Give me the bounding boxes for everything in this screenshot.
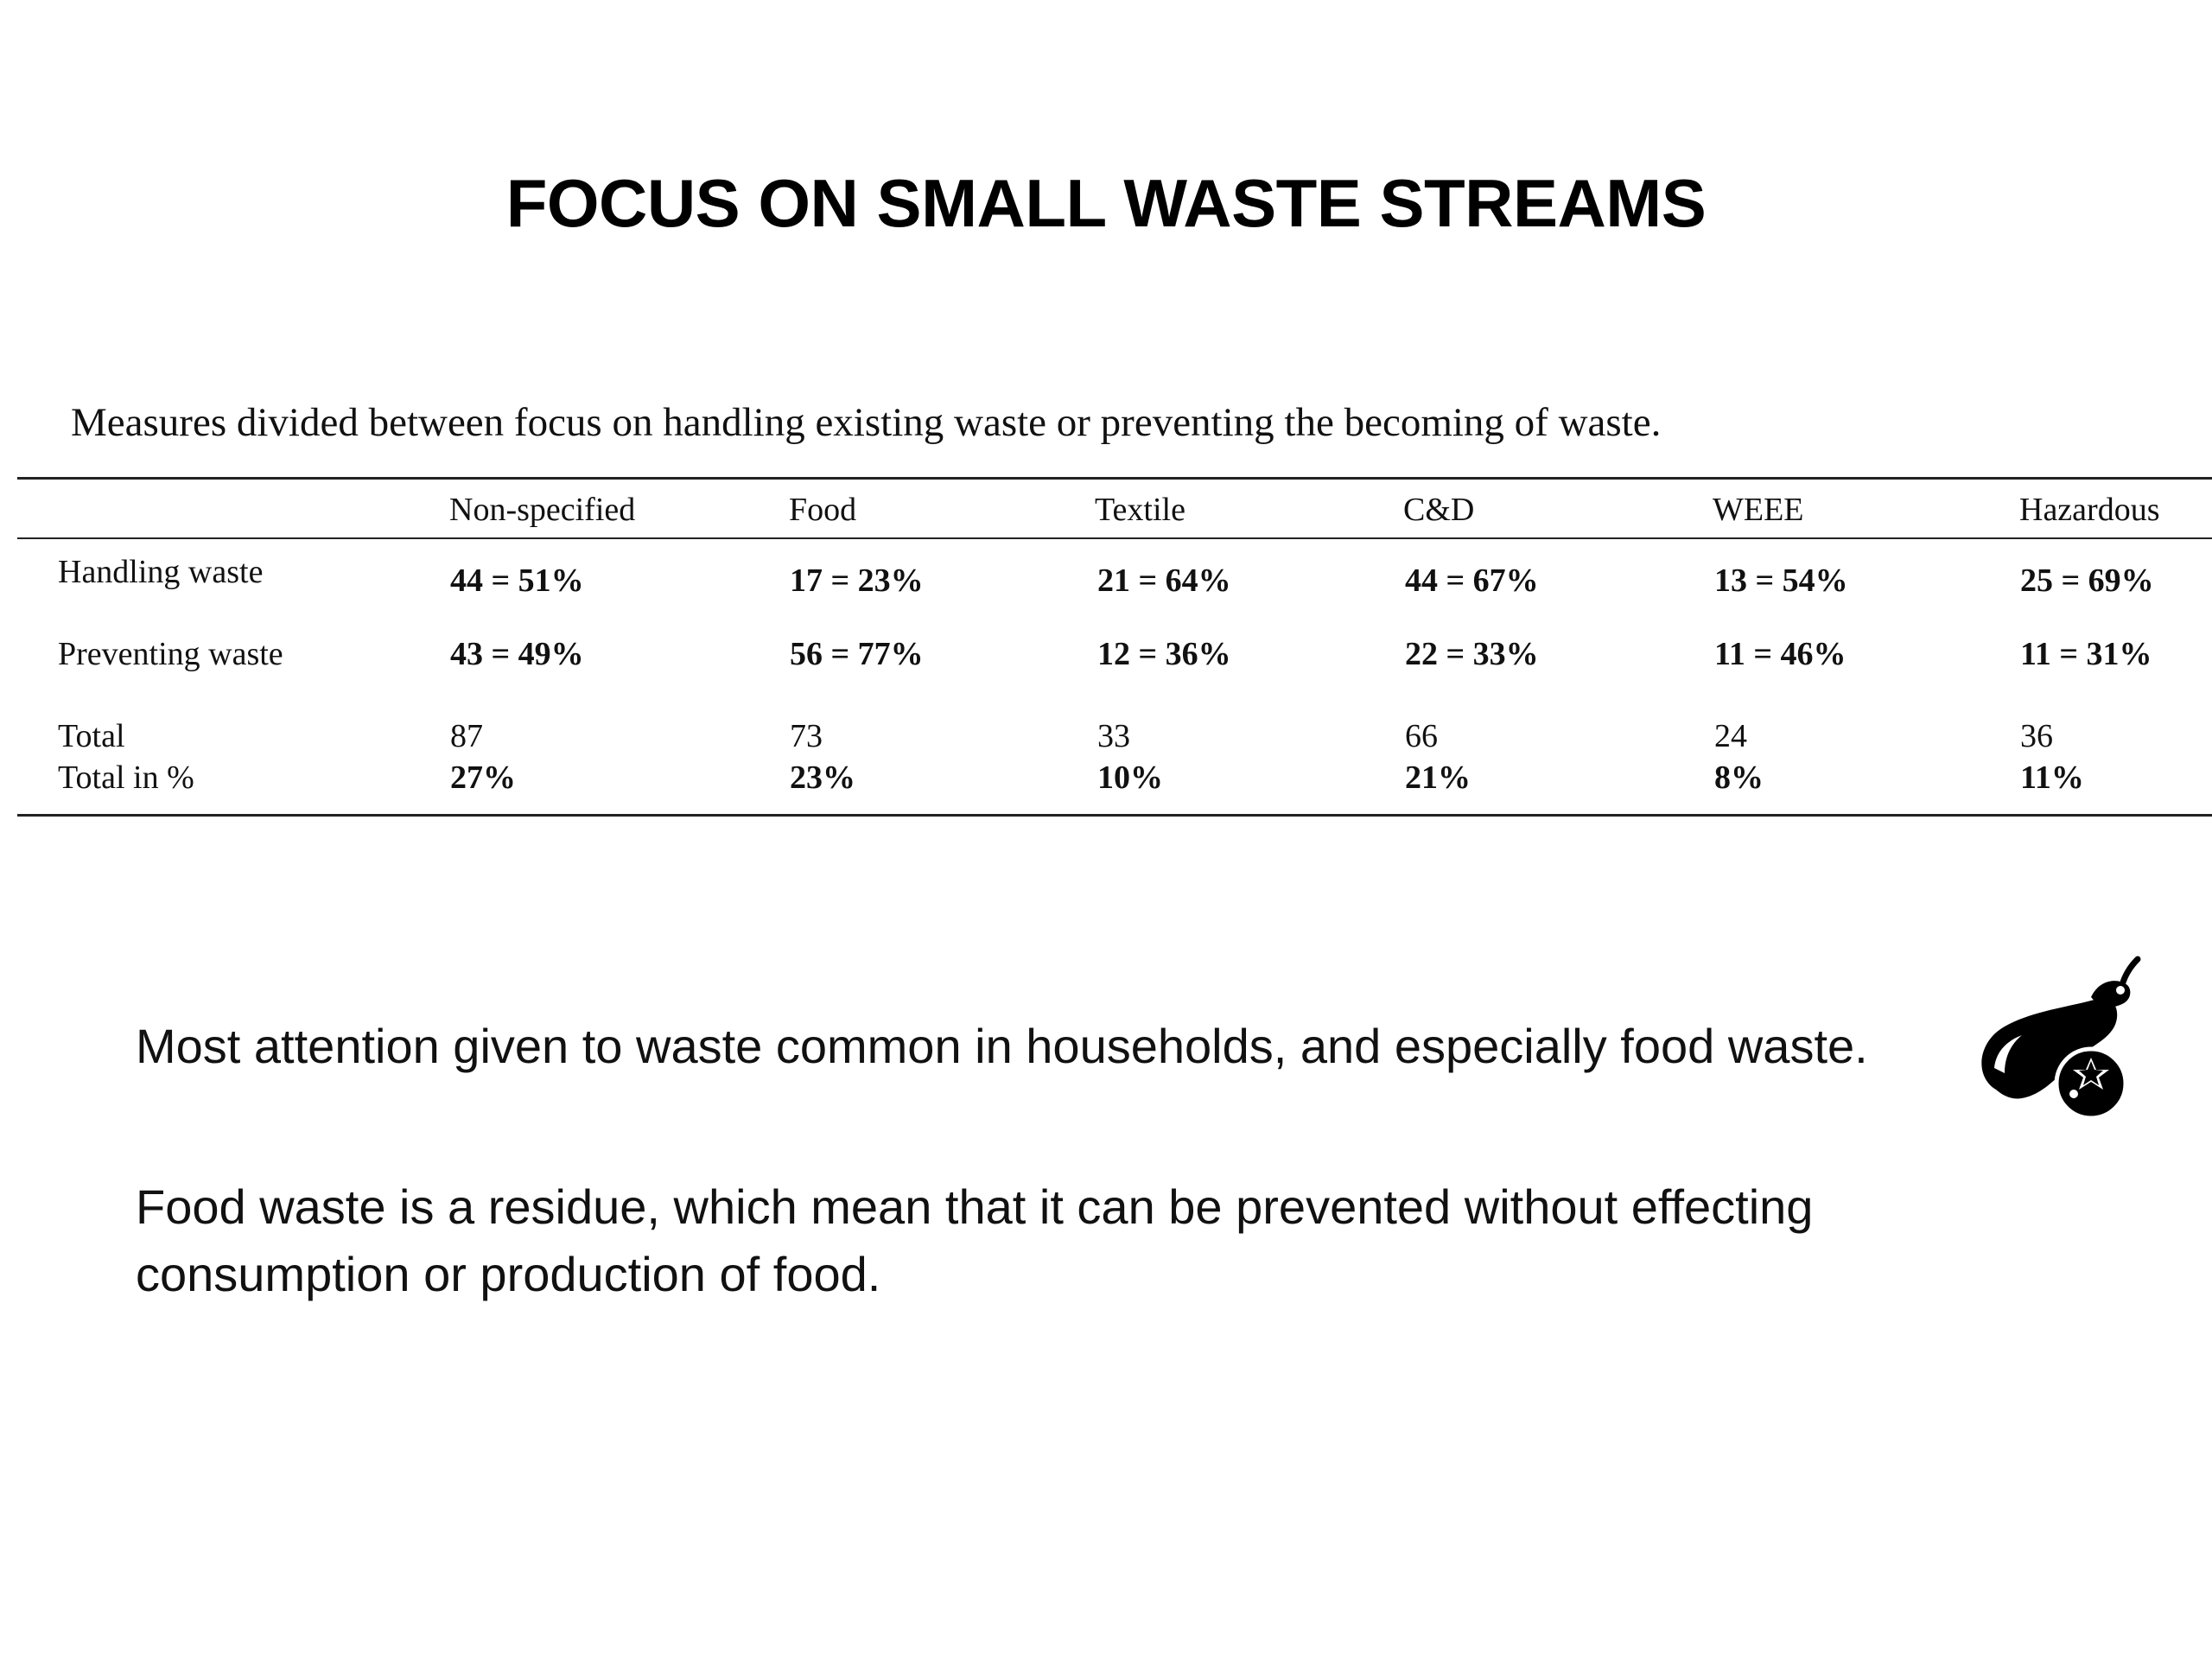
table-cell: 73 [790,718,823,754]
slide-title: FOCUS ON SMALL WASTE STREAMS [505,165,1707,241]
column-header-non-specified: Non-specified [449,492,636,528]
body-paragraph-2: Food waste is a residue, which mean that… [136,1179,1814,1301]
row-label-handling-waste: Handling waste [58,554,264,590]
table-cell: 11 = 31% [2020,636,2152,672]
table-cell: 56 = 77% [790,636,924,672]
body-paragraph-1: Most attention given to waste common in … [136,1019,1868,1073]
table-cell: 27% [450,760,516,796]
table-cell: 25 = 69% [2020,563,2154,599]
column-header-food: Food [789,492,857,528]
food-eggplant-tomato-icon [1981,956,2141,1120]
table-cell: 11% [2020,760,2084,796]
table-cell: 44 = 51% [450,563,584,599]
table-caption: Measures divided between focus on handli… [71,400,1662,445]
table-header-rule [17,537,2212,539]
row-label-total: Total [58,718,125,754]
column-header-textile: Textile [1095,492,1185,528]
table-bottom-rule [17,814,2212,817]
table-cell: 22 = 33% [1405,636,1539,672]
table-cell: 87 [450,718,483,754]
table-cell: 36 [2020,718,2053,754]
table-cell: 24 [1714,718,1747,754]
table-top-rule [17,477,2212,480]
table-cell: 8% [1714,760,1764,796]
row-label-total-percent: Total in % [58,760,194,796]
column-header-weee: WEEE [1713,492,1804,528]
table-cell: 12 = 36% [1097,636,1231,672]
table-cell: 13 = 54% [1714,563,1848,599]
column-header-hazardous: Hazardous [2019,492,2160,528]
table-cell: 43 = 49% [450,636,584,672]
table-cell: 66 [1405,718,1438,754]
table-cell: 10% [1097,760,1163,796]
table-cell: 44 = 67% [1405,563,1539,599]
table-cell: 11 = 46% [1714,636,1847,672]
table-cell: 21 = 64% [1097,563,1231,599]
column-header-cd: C&D [1403,492,1475,528]
table-cell: 21% [1405,760,1471,796]
table-cell: 23% [790,760,855,796]
table-cell: 33 [1097,718,1130,754]
row-label-preventing-waste: Preventing waste [58,636,283,672]
table-cell: 17 = 23% [790,563,924,599]
